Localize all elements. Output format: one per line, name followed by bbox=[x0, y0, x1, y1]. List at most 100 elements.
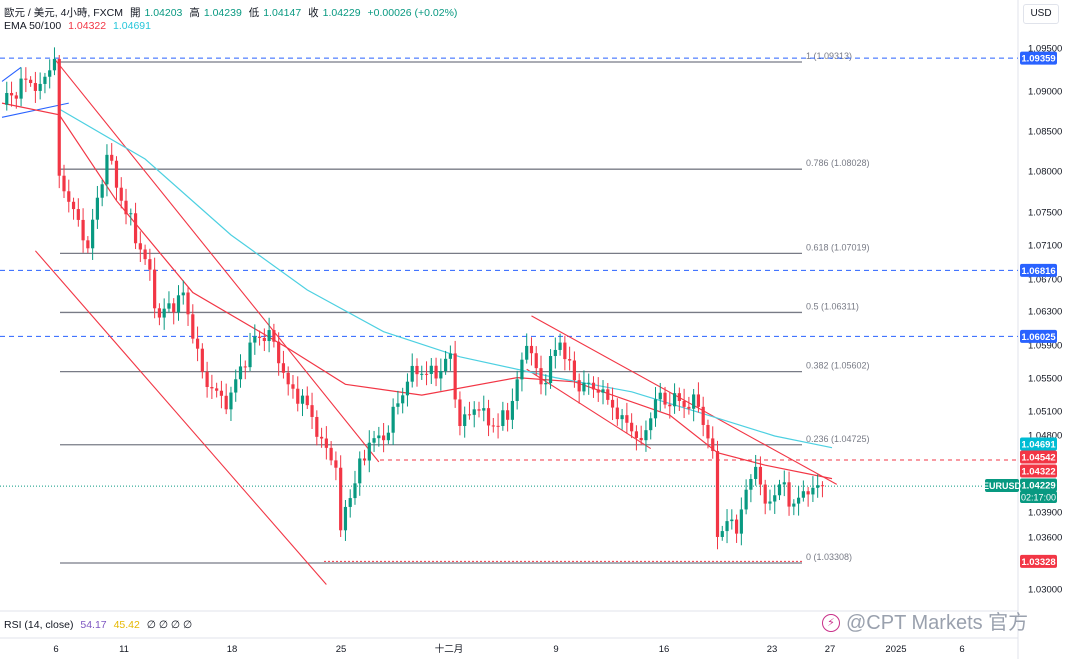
candle-body bbox=[596, 389, 600, 393]
candle-body bbox=[582, 382, 586, 392]
candle-body bbox=[754, 466, 758, 479]
candle-body bbox=[506, 410, 510, 420]
candle-body bbox=[520, 359, 524, 380]
close-value: 1.04229 bbox=[322, 7, 361, 19]
candle-body bbox=[777, 484, 782, 496]
candle-body bbox=[210, 386, 214, 389]
low-value: 1.04147 bbox=[263, 7, 302, 19]
low-label: 低 bbox=[248, 7, 260, 19]
candle-body bbox=[615, 407, 619, 420]
candle-body bbox=[52, 58, 57, 71]
candle-body bbox=[48, 70, 52, 77]
candle-body bbox=[181, 292, 185, 296]
candle-body bbox=[806, 491, 810, 495]
candle-body bbox=[649, 418, 653, 431]
symbol-title[interactable]: 歐元 / 美元, 4小時, FXCM bbox=[4, 7, 124, 19]
price-axis-label bbox=[1020, 51, 1057, 65]
candle-body bbox=[448, 353, 452, 359]
candle-body bbox=[129, 213, 133, 215]
x-tick-label: 6 bbox=[53, 644, 58, 655]
candle-body bbox=[114, 160, 119, 188]
ema-legend[interactable]: EMA 50/100 1.04322 1.04691 bbox=[4, 20, 155, 32]
candle-body bbox=[544, 383, 548, 385]
candle-body bbox=[405, 381, 410, 396]
candle-body bbox=[401, 395, 405, 404]
candle-body bbox=[19, 78, 23, 99]
candle-body bbox=[172, 303, 176, 313]
candle-body bbox=[200, 348, 204, 372]
candle-body bbox=[787, 482, 791, 507]
candle-body bbox=[57, 58, 61, 176]
candle-body bbox=[687, 406, 691, 409]
candle-body bbox=[730, 519, 734, 522]
candle-body bbox=[95, 197, 99, 220]
candle-body bbox=[477, 409, 481, 411]
candle-body bbox=[91, 219, 95, 249]
candle-body bbox=[176, 295, 181, 313]
y-tick-label: 1.05500 bbox=[1028, 374, 1062, 385]
candle-body bbox=[157, 308, 162, 318]
fib-level-label: 0.786 (1.08028) bbox=[806, 158, 870, 168]
y-tick-label: 1.08500 bbox=[1028, 127, 1062, 138]
open-value: 1.04203 bbox=[144, 7, 183, 19]
candle-body bbox=[286, 372, 290, 385]
candle-body bbox=[658, 392, 662, 400]
candle-body bbox=[229, 392, 233, 410]
candle-body bbox=[525, 345, 529, 360]
y-tick-label: 1.03600 bbox=[1028, 533, 1062, 544]
fib-layer: 1 (1.09313) 0.786 (1.08028) 0.618 (1.07019… bbox=[60, 51, 870, 564]
candle-body bbox=[539, 368, 543, 385]
candle-body bbox=[396, 403, 400, 407]
candle-body bbox=[391, 406, 395, 433]
candle-body bbox=[558, 342, 562, 350]
ema100-line bbox=[58, 108, 833, 449]
change-value: +0.00026 (+0.02%) bbox=[367, 7, 458, 19]
candle-body bbox=[692, 394, 696, 409]
candle-body bbox=[191, 314, 195, 339]
candle-body bbox=[62, 175, 66, 192]
candle-body bbox=[424, 373, 429, 375]
y-tick-label: 1.08000 bbox=[1028, 167, 1062, 178]
candle-body bbox=[739, 509, 743, 534]
y-tick-label: 1.09500 bbox=[1028, 44, 1062, 55]
candle-body bbox=[81, 219, 85, 241]
candle-body bbox=[682, 400, 686, 407]
candle-body bbox=[67, 191, 71, 202]
x-tick-label: 27 bbox=[825, 644, 836, 655]
candle-body bbox=[510, 400, 514, 420]
candle-body bbox=[267, 330, 271, 342]
candle-body bbox=[5, 93, 9, 105]
price-axis-label-text: 1.04691 bbox=[1021, 440, 1056, 451]
candle-body bbox=[534, 353, 538, 369]
candle-body bbox=[224, 395, 228, 410]
candle-body bbox=[439, 371, 443, 379]
channel-layer bbox=[1, 58, 838, 585]
candle-body bbox=[696, 394, 701, 407]
candle-body bbox=[329, 447, 333, 461]
candle-body bbox=[138, 243, 142, 250]
candle-body bbox=[625, 415, 629, 423]
candle-body bbox=[358, 458, 362, 484]
countdown-label bbox=[1020, 491, 1057, 503]
y-tick-label: 1.06300 bbox=[1028, 307, 1062, 318]
candle-body bbox=[548, 356, 553, 384]
rsi-legend[interactable]: RSI (14, close) 54.17 45.42 ∅ ∅ ∅ ∅ bbox=[4, 619, 196, 631]
candle-body bbox=[9, 93, 14, 96]
candle-body bbox=[86, 240, 90, 249]
candle-body bbox=[205, 371, 209, 387]
candle-body bbox=[820, 485, 825, 487]
candle-body bbox=[29, 79, 33, 84]
candle-body bbox=[630, 422, 634, 432]
price-axis-label bbox=[1020, 329, 1057, 343]
candle-body bbox=[215, 388, 219, 391]
candle-body bbox=[491, 425, 495, 427]
candle-body bbox=[195, 338, 200, 349]
candle-body bbox=[24, 78, 28, 80]
candle-body bbox=[386, 432, 390, 441]
candle-body bbox=[319, 436, 324, 439]
candle-body bbox=[362, 458, 367, 461]
candle-body bbox=[257, 336, 262, 338]
candle-body bbox=[773, 495, 777, 502]
currency-button[interactable]: USD bbox=[1023, 4, 1059, 24]
